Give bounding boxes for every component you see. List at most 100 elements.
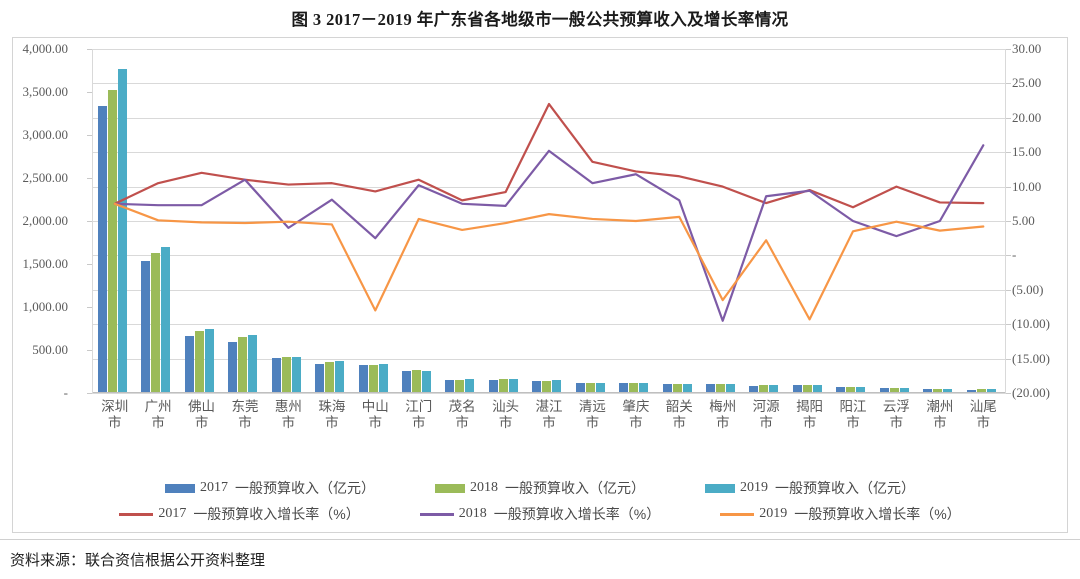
y-axis-left-tick-label: 4,000.00 <box>22 41 69 56</box>
bar <box>194 331 204 393</box>
bar <box>248 334 258 393</box>
bar <box>141 261 151 393</box>
bar <box>368 364 378 393</box>
chart-legend: 2017 一般预算收入（亿元） 2018 一般预算收入（亿元） 2019 一般预算收入（亿… <box>12 475 1068 527</box>
gridline <box>93 117 1005 119</box>
bar <box>716 384 725 393</box>
legend-item[interactable]: 2017 一般预算收入（亿元） <box>165 478 375 498</box>
legend-year: 2018 <box>458 506 487 521</box>
legend-item[interactable]: 2019 一般预算收入（亿元） <box>705 478 915 498</box>
legend-label: 一般预算收入增长率（%） <box>493 506 661 522</box>
bar <box>836 386 846 393</box>
bar <box>629 382 639 393</box>
gridline <box>93 221 1005 222</box>
bar <box>899 388 909 393</box>
bar <box>281 357 291 393</box>
bar <box>315 364 325 393</box>
legend-year: 2018 <box>470 480 498 495</box>
y-axis-left-tick <box>87 135 92 136</box>
legend-swatch-line-icon <box>419 512 454 516</box>
footer-divider <box>0 539 1080 540</box>
legend-item[interactable]: 2018 一般预算收入增长率（%） <box>419 504 661 524</box>
legend-item[interactable]: 2018 一般预算收入（亿元） <box>435 478 645 498</box>
y-axis-right-tick <box>1006 358 1011 360</box>
y-axis-left-tick-label: 2,000.00 <box>22 213 69 228</box>
gridline <box>93 152 1005 154</box>
line-series-container <box>113 102 985 322</box>
y-axis-right-tick <box>1006 117 1011 119</box>
y-axis-left-tick <box>87 350 92 351</box>
legend-label: 一般预算收入增长率（%） <box>794 506 961 522</box>
legend-year: 2019 <box>740 480 768 495</box>
y-axis-left-tick <box>87 307 92 308</box>
bar <box>706 384 715 393</box>
gridline <box>93 255 1005 257</box>
bar <box>923 388 933 393</box>
legend-year: 2019 <box>759 506 788 521</box>
y-axis-right-tick-label: (5.00) <box>1012 281 1044 297</box>
source-note: 资料来源：联合资信根据公开资料整理 <box>10 552 266 569</box>
gridline <box>93 289 1005 291</box>
bar <box>402 370 411 393</box>
legend-label: 一般预算收入（亿元） <box>235 480 375 496</box>
bar <box>846 386 856 393</box>
bar <box>759 385 769 393</box>
x-axis-labels: 深圳市广州市佛山市东莞市惠州市珠海市中山市江门市茂名市汕头市湛江市清远市肇庆市韶… <box>93 399 1005 459</box>
bar <box>422 371 431 393</box>
y-axis-left-tick <box>87 178 92 179</box>
bar-group <box>875 49 918 393</box>
y-axis-right-tick-label: 25.00 <box>1012 75 1042 91</box>
plot-left-border <box>92 49 93 394</box>
y-axis-left-tick-label: 1,500.00 <box>22 256 69 271</box>
gridline <box>93 49 1005 50</box>
bar-group <box>788 49 831 393</box>
bar <box>585 382 595 393</box>
legend-item[interactable]: 2019 一般预算收入增长率（%） <box>720 504 961 524</box>
bar <box>552 380 562 393</box>
chart-frame <box>12 37 1068 533</box>
x-axis-tick-label: 河源市 <box>752 399 780 430</box>
bar <box>812 385 822 393</box>
legend-item[interactable]: 2017 一般预算收入增长率（%） <box>119 504 360 524</box>
bar-group <box>527 49 570 393</box>
y-axis-right-tick <box>1006 255 1011 257</box>
bar <box>271 358 281 393</box>
y-axis-right-tick <box>1006 83 1011 85</box>
y-axis-right-tick-label: - <box>1012 247 1017 263</box>
bar <box>98 106 107 393</box>
legend-row-bars: 2017 一般预算收入（亿元） 2018 一般预算收入（亿元） 2019 一般预算收入（亿… <box>12 475 1068 501</box>
x-axis-tick-label: 东莞市 <box>231 399 259 430</box>
x-axis-tick-label: 韶关市 <box>665 399 693 430</box>
bar <box>378 363 388 393</box>
bar <box>619 382 629 393</box>
legend-swatch-line-icon <box>720 512 755 516</box>
legend-swatch-bar-icon <box>435 483 465 493</box>
legend-swatch-bar-icon <box>165 483 195 493</box>
bar <box>933 388 943 393</box>
plot-right-border <box>1005 49 1006 394</box>
x-axis-tick-label: 湛江市 <box>535 399 563 430</box>
y-axis-left-tick <box>87 92 92 93</box>
bar <box>238 337 248 393</box>
bar <box>856 386 866 393</box>
x-axis-tick-label: 汕头市 <box>492 399 520 430</box>
y-axis-left-tick <box>87 393 92 394</box>
y-axis-right-tick-label: 15.00 <box>1012 144 1042 160</box>
legend-year: 2017 <box>158 506 187 521</box>
x-axis-tick-label: 梅州市 <box>709 399 737 430</box>
x-axis-tick-label: 汕尾市 <box>969 399 997 430</box>
bar <box>118 68 127 393</box>
line-series <box>113 202 985 321</box>
plot-area <box>93 49 1005 394</box>
y-axis-right-tick <box>1006 324 1011 326</box>
bar <box>595 382 605 393</box>
bar <box>455 379 465 393</box>
gridline <box>93 83 1005 85</box>
x-axis-tick-label: 广州市 <box>144 399 172 430</box>
bar <box>672 384 682 393</box>
gridline <box>93 324 1005 326</box>
x-axis-tick-label: 佛山市 <box>188 399 216 430</box>
bar-group <box>962 49 1005 393</box>
bar-group <box>918 49 961 393</box>
y-axis-left-tick <box>87 49 92 50</box>
